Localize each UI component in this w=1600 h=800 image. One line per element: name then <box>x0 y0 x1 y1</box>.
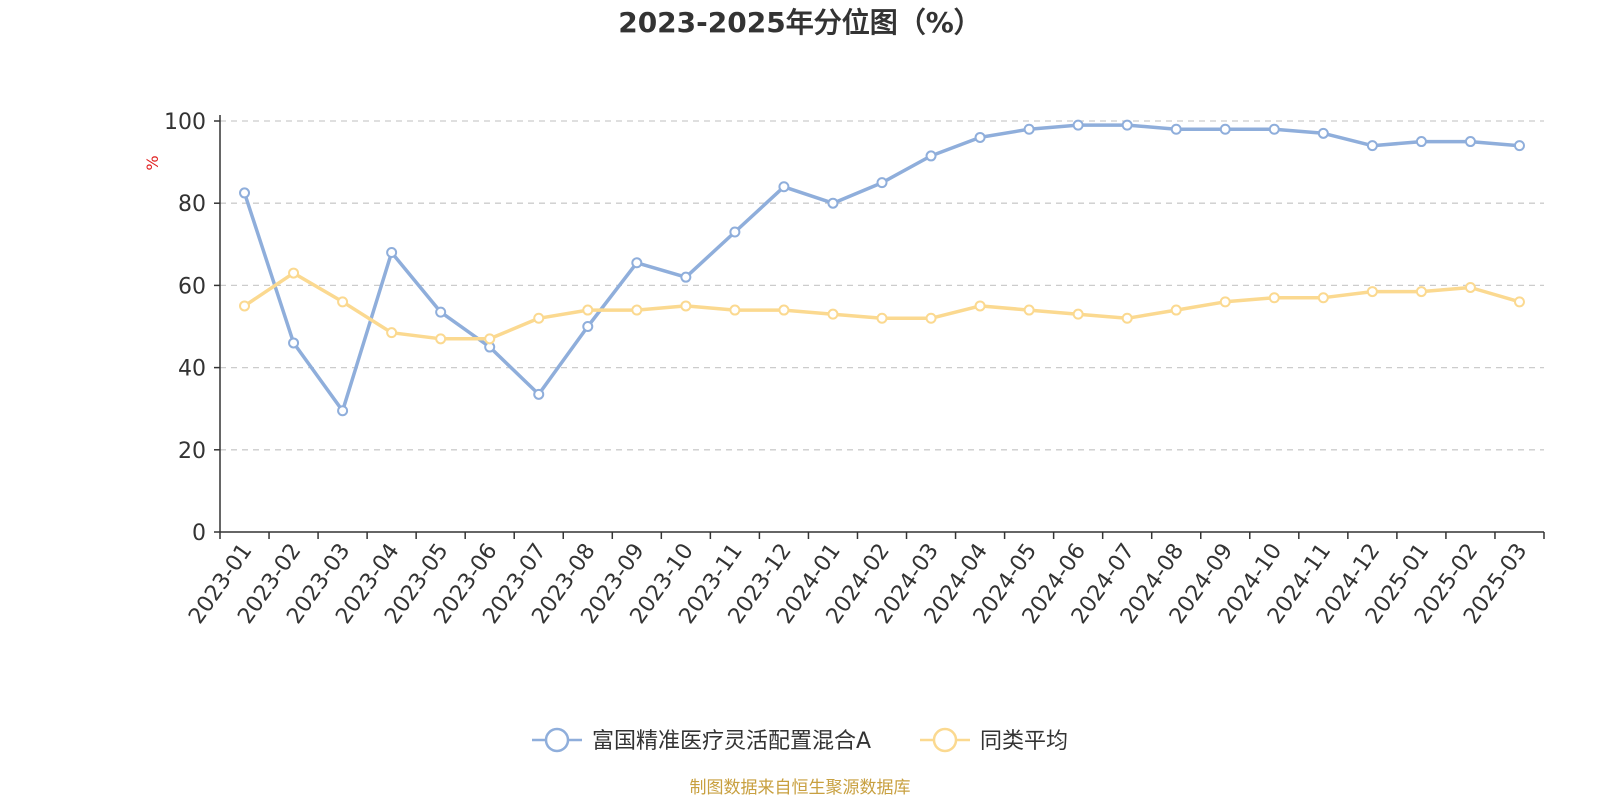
data-point[interactable] <box>1464 281 1476 293</box>
data-point[interactable] <box>1317 292 1329 304</box>
data-point[interactable] <box>680 271 692 283</box>
data-point[interactable] <box>925 150 937 162</box>
legend-circle-icon <box>932 727 958 753</box>
data-point[interactable] <box>1268 292 1280 304</box>
legend-circle-icon <box>544 727 570 753</box>
y-tick-label: 80 <box>178 192 206 217</box>
data-point[interactable] <box>631 304 643 316</box>
data-point[interactable] <box>1268 123 1280 135</box>
data-point[interactable] <box>484 333 496 345</box>
data-point[interactable] <box>1513 296 1525 308</box>
source-note: 制图数据来自恒生聚源数据库 <box>690 778 911 798</box>
legend-item-1[interactable]: 富国精准医疗灵活配置混合A <box>532 727 871 754</box>
data-point[interactable] <box>239 300 251 312</box>
data-point[interactable] <box>1366 140 1378 152</box>
data-point[interactable] <box>1170 304 1182 316</box>
data-point[interactable] <box>288 337 300 349</box>
data-point[interactable] <box>1170 123 1182 135</box>
data-point[interactable] <box>337 296 349 308</box>
y-tick-label: 20 <box>178 439 206 464</box>
data-point[interactable] <box>533 312 545 324</box>
data-point[interactable] <box>1023 123 1035 135</box>
data-point[interactable] <box>1317 127 1329 139</box>
data-point[interactable] <box>435 333 447 345</box>
data-point[interactable] <box>337 405 349 417</box>
data-point[interactable] <box>239 187 251 199</box>
legend-label: 富国精准医疗灵活配置混合A <box>592 729 871 754</box>
legend-label: 同类平均 <box>980 729 1068 754</box>
data-point[interactable] <box>631 257 643 269</box>
legend-item-2[interactable]: 同类平均 <box>920 727 1068 754</box>
data-point[interactable] <box>1121 119 1133 131</box>
grid-layer <box>220 120 1544 451</box>
data-point[interactable] <box>680 300 692 312</box>
data-point[interactable] <box>1023 304 1035 316</box>
data-point[interactable] <box>974 300 986 312</box>
data-point[interactable] <box>435 306 447 318</box>
data-point[interactable] <box>582 304 594 316</box>
data-point[interactable] <box>386 327 398 339</box>
data-point[interactable] <box>729 304 741 316</box>
series-layer <box>239 119 1525 417</box>
data-point[interactable] <box>827 308 839 320</box>
y-tick-label: 100 <box>164 110 206 135</box>
y-tick-label: 40 <box>178 357 206 382</box>
data-point[interactable] <box>1513 140 1525 152</box>
data-point[interactable] <box>729 226 741 238</box>
axis-layer: 0204060801002023-012023-022023-032023-04… <box>164 110 1545 629</box>
data-point[interactable] <box>1219 296 1231 308</box>
data-point[interactable] <box>1219 123 1231 135</box>
y-axis-unit-label: % <box>143 155 162 170</box>
data-point[interactable] <box>386 247 398 259</box>
data-point[interactable] <box>1464 136 1476 148</box>
data-point[interactable] <box>778 181 790 193</box>
y-tick-label: 60 <box>178 274 206 299</box>
data-point[interactable] <box>1415 286 1427 298</box>
data-point[interactable] <box>1366 286 1378 298</box>
data-point[interactable] <box>925 312 937 324</box>
legend[interactable]: 富国精准医疗灵活配置混合A 同类平均 <box>532 727 1068 754</box>
data-point[interactable] <box>778 304 790 316</box>
data-point[interactable] <box>974 131 986 143</box>
data-point[interactable] <box>1072 308 1084 320</box>
data-point[interactable] <box>1121 312 1133 324</box>
chart-title: 2023-2025年分位图（%） <box>618 6 982 39</box>
data-point[interactable] <box>1415 136 1427 148</box>
data-point[interactable] <box>876 177 888 189</box>
data-point[interactable] <box>582 321 594 332</box>
data-point[interactable] <box>533 388 545 400</box>
data-point[interactable] <box>876 312 888 324</box>
y-tick-label: 0 <box>192 521 206 546</box>
data-point[interactable] <box>288 267 300 279</box>
series-1 <box>239 119 1525 417</box>
series-2 <box>239 267 1525 345</box>
data-point[interactable] <box>1072 119 1084 131</box>
data-point[interactable] <box>827 197 839 209</box>
